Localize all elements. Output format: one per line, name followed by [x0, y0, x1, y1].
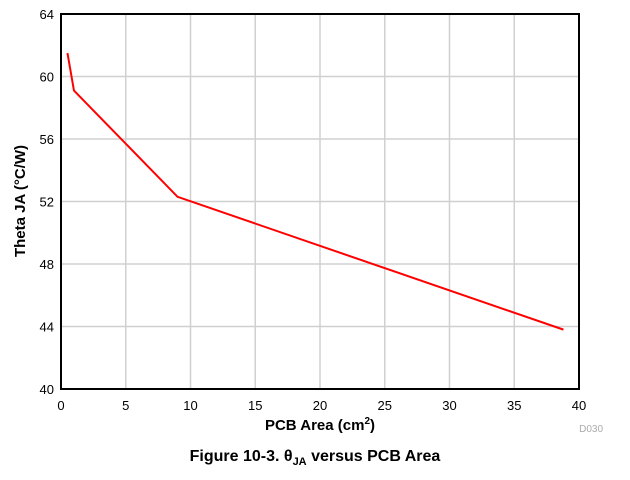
tick-labels: 0 5 10 15 20 25 30 35 40 40 44 48 52 56 60 64	[40, 7, 587, 413]
x-tick-label: 15	[248, 398, 262, 413]
y-axis-label: Theta JA (°C/W)	[12, 145, 29, 257]
grid	[60, 13, 580, 390]
x-axis-label: PCB Area (cm2)	[265, 416, 375, 434]
x-tick-label: 25	[378, 398, 392, 413]
x-tick-label: 10	[183, 398, 197, 413]
y-tick-label: 48	[40, 257, 54, 272]
y-tick-label: 60	[40, 70, 54, 85]
y-tick-label: 52	[40, 195, 54, 210]
y-tick-label: 64	[40, 7, 54, 22]
figure-caption: Figure 10-3. θJA versus PCB Area	[189, 448, 441, 469]
plot-frame	[60, 13, 580, 390]
x-tick-label: 35	[507, 398, 521, 413]
x-tick-label: 30	[442, 398, 456, 413]
y-tick-label: 40	[40, 382, 54, 397]
x-tick-label: 5	[122, 398, 129, 413]
y-tick-label: 44	[40, 320, 54, 335]
figure-code: D030	[579, 424, 603, 435]
x-tick-label: 40	[572, 398, 586, 413]
chart: 0 5 10 15 20 25 30 35 40 40 44 48 52 56 60 64 PCB Area …	[12, 7, 603, 435]
x-tick-label: 0	[57, 398, 64, 413]
series-line	[66, 52, 564, 331]
y-tick-label: 56	[40, 132, 54, 147]
x-tick-label: 20	[313, 398, 327, 413]
